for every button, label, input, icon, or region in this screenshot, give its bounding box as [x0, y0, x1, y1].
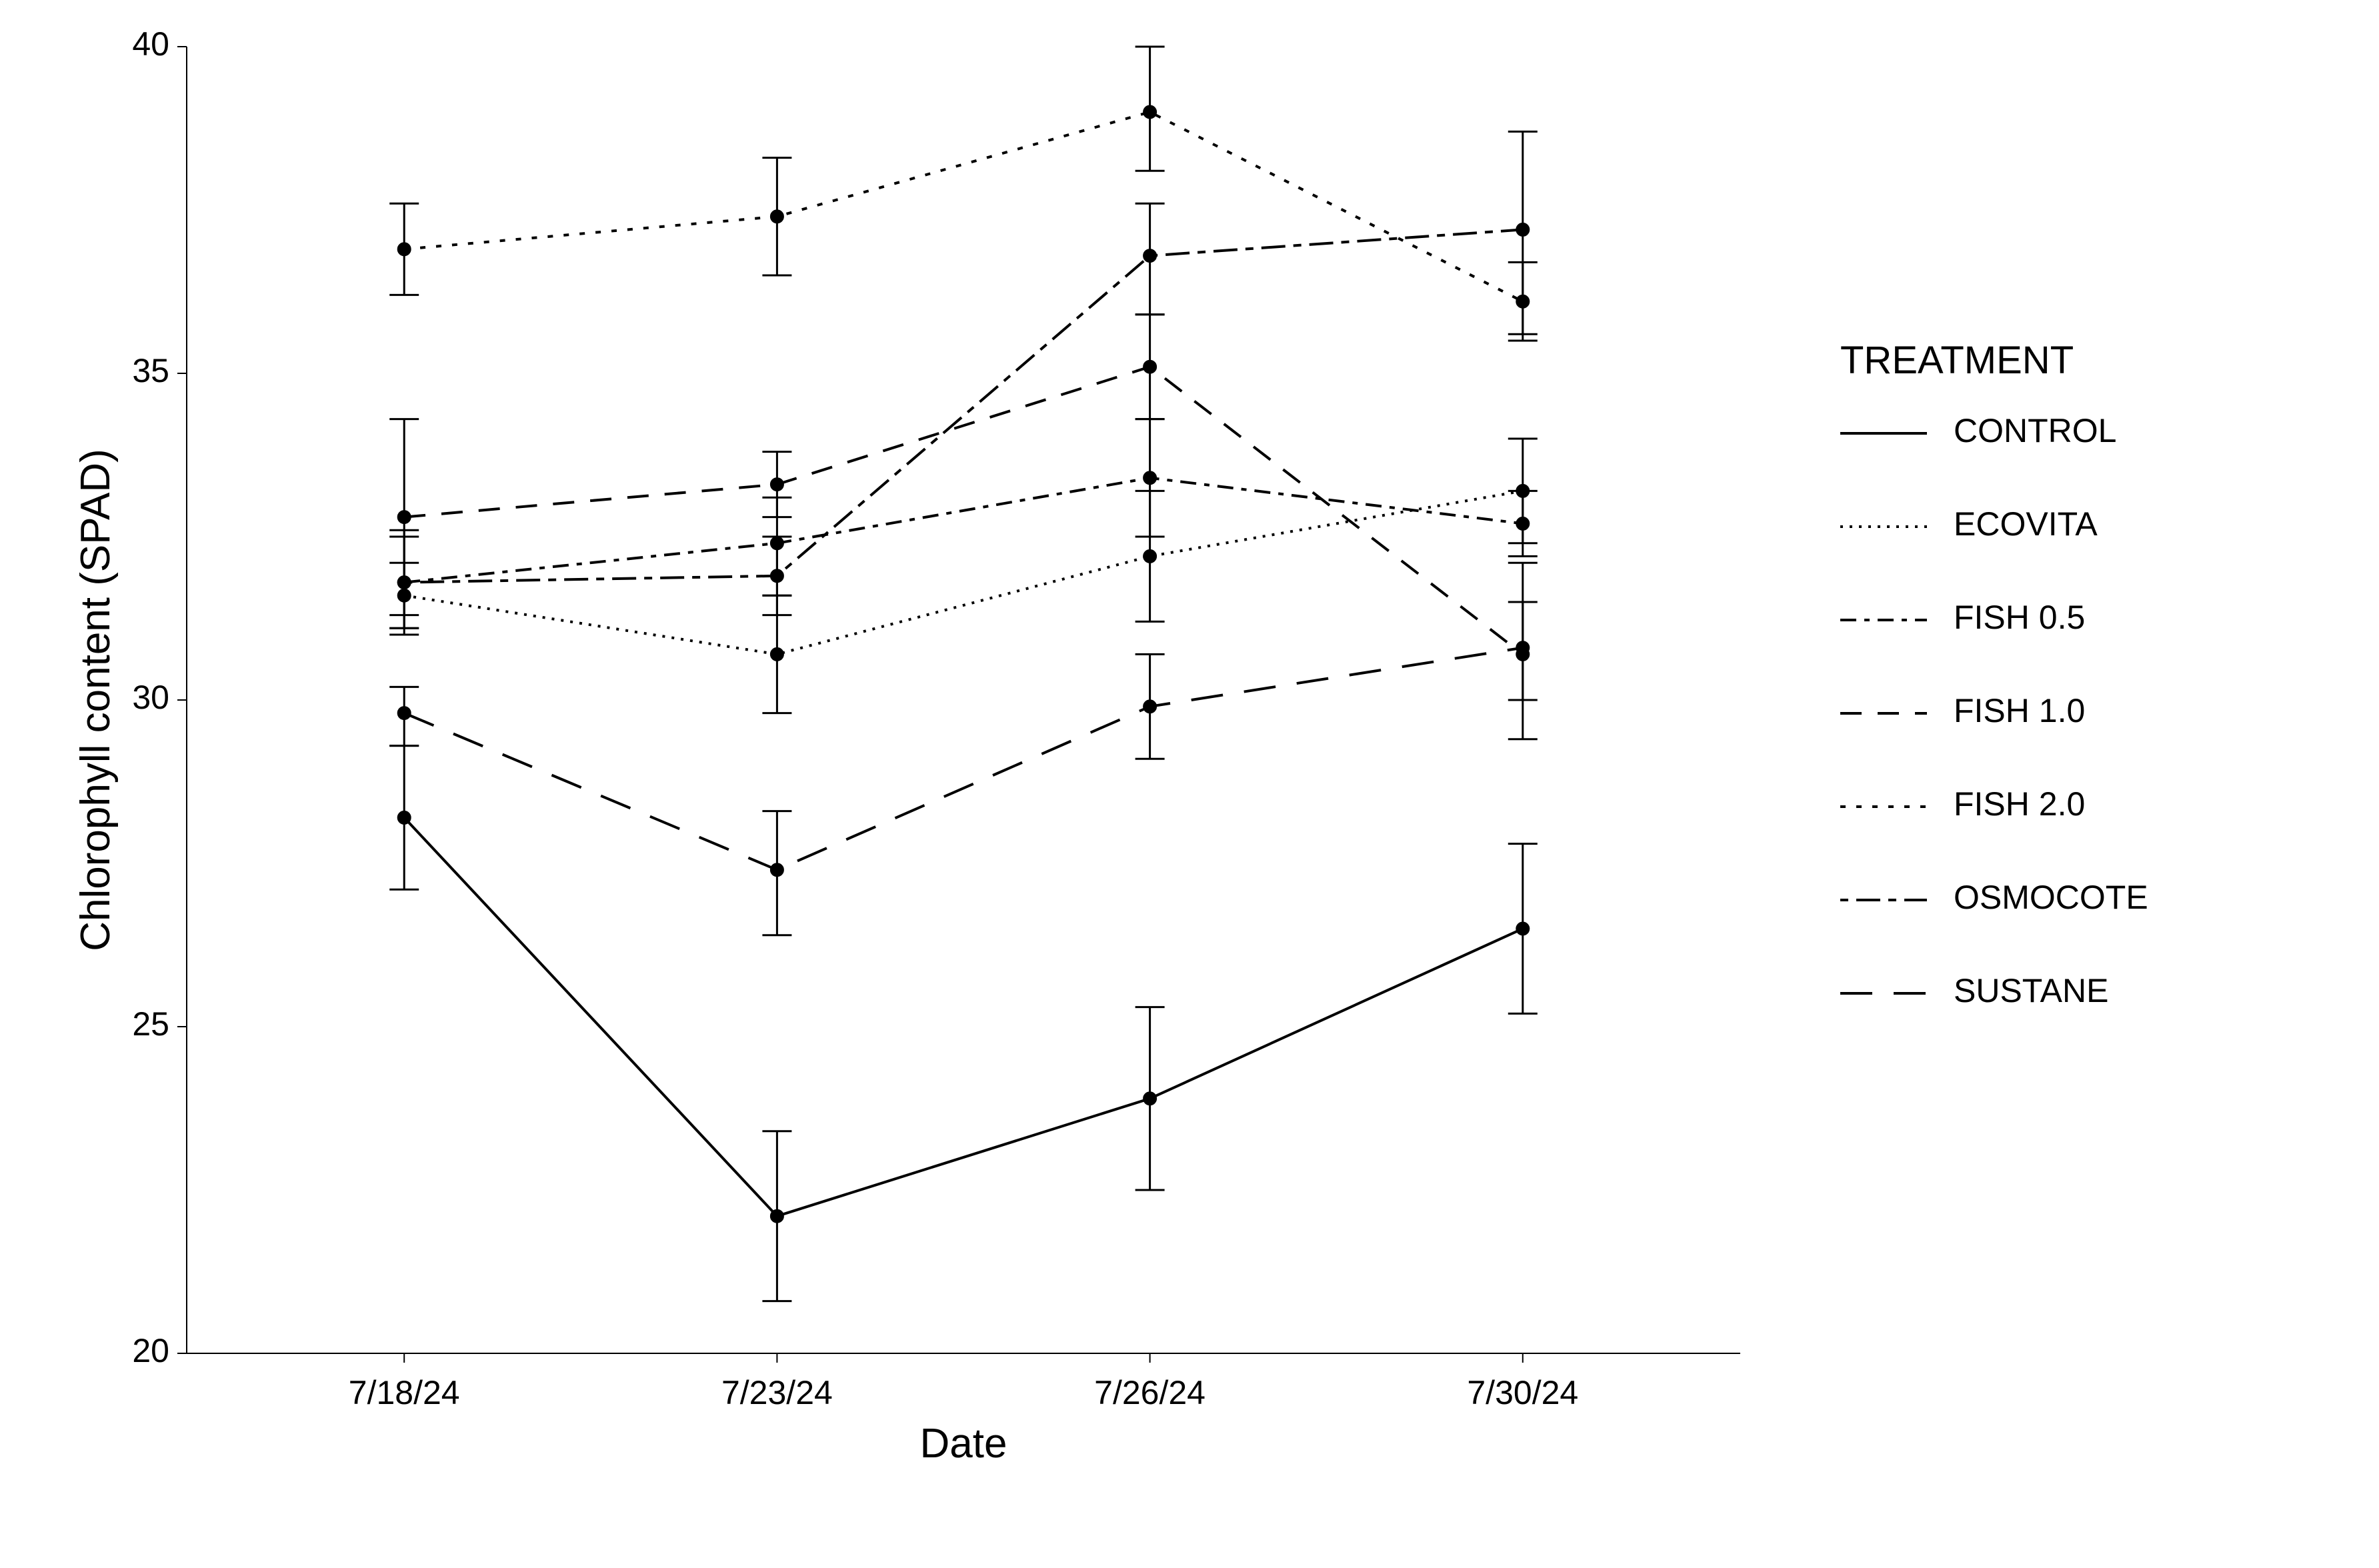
data-point — [1143, 549, 1157, 563]
data-point — [1516, 922, 1530, 935]
data-point — [770, 478, 783, 491]
data-point — [770, 647, 783, 661]
data-point — [397, 576, 411, 589]
x-tick-label: 7/30/24 — [1467, 1374, 1578, 1411]
legend-label: ECOVITA — [1954, 505, 2098, 543]
x-axis-title: Date — [920, 1421, 1007, 1467]
y-tick-label: 35 — [132, 352, 169, 389]
data-point — [770, 210, 783, 223]
line-chart: 20 25 30 35 40 7/18/24 7/23/24 7/26/24 7/30/24 Da… — [0, 0, 2379, 1568]
x-tick-label: 7/18/24 — [349, 1374, 460, 1411]
data-point — [1516, 484, 1530, 497]
data-point — [397, 243, 411, 256]
legend-label: SUSTANE — [1954, 972, 2108, 1009]
data-point — [397, 511, 411, 524]
data-point — [1143, 360, 1157, 373]
series-line — [404, 491, 1523, 654]
data-point — [1516, 295, 1530, 308]
data-point — [1143, 105, 1157, 119]
series-line — [404, 112, 1523, 301]
y-axis-title: Chlorophyll content (SPAD) — [73, 449, 119, 951]
y-tick-label: 40 — [132, 25, 169, 63]
y-tick-label: 25 — [132, 1005, 169, 1043]
chart-container: 20 25 30 35 40 7/18/24 7/23/24 7/26/24 7/30/24 Da… — [0, 0, 2379, 1568]
data-point — [1516, 641, 1530, 655]
legend-label: OSMOCOTE — [1954, 879, 2148, 916]
data-point — [397, 811, 411, 824]
x-tick-label: 7/23/24 — [721, 1374, 833, 1411]
data-point — [770, 569, 783, 583]
data-point — [1143, 1092, 1157, 1105]
data-point — [397, 707, 411, 720]
y-tick-label: 30 — [132, 679, 169, 716]
data-point — [770, 537, 783, 550]
data-point — [397, 589, 411, 602]
data-point — [1143, 471, 1157, 485]
legend-label: CONTROL — [1954, 412, 2116, 449]
data-point — [1143, 700, 1157, 713]
x-tick-label: 7/26/24 — [1094, 1374, 1206, 1411]
legend-label: FISH 1.0 — [1954, 692, 2085, 729]
data-point — [1516, 517, 1530, 530]
series-line — [404, 648, 1523, 870]
series-line — [404, 817, 1523, 1216]
data-point — [1143, 249, 1157, 263]
data-point — [770, 1209, 783, 1223]
legend-label: FISH 2.0 — [1954, 785, 2085, 823]
data-point — [770, 863, 783, 877]
series-line — [404, 229, 1523, 582]
y-tick-label: 20 — [132, 1332, 169, 1369]
series-line — [404, 478, 1523, 583]
data-point — [1516, 223, 1530, 236]
legend-label: FISH 0.5 — [1954, 599, 2085, 636]
legend-title: TREATMENT — [1840, 339, 2074, 382]
